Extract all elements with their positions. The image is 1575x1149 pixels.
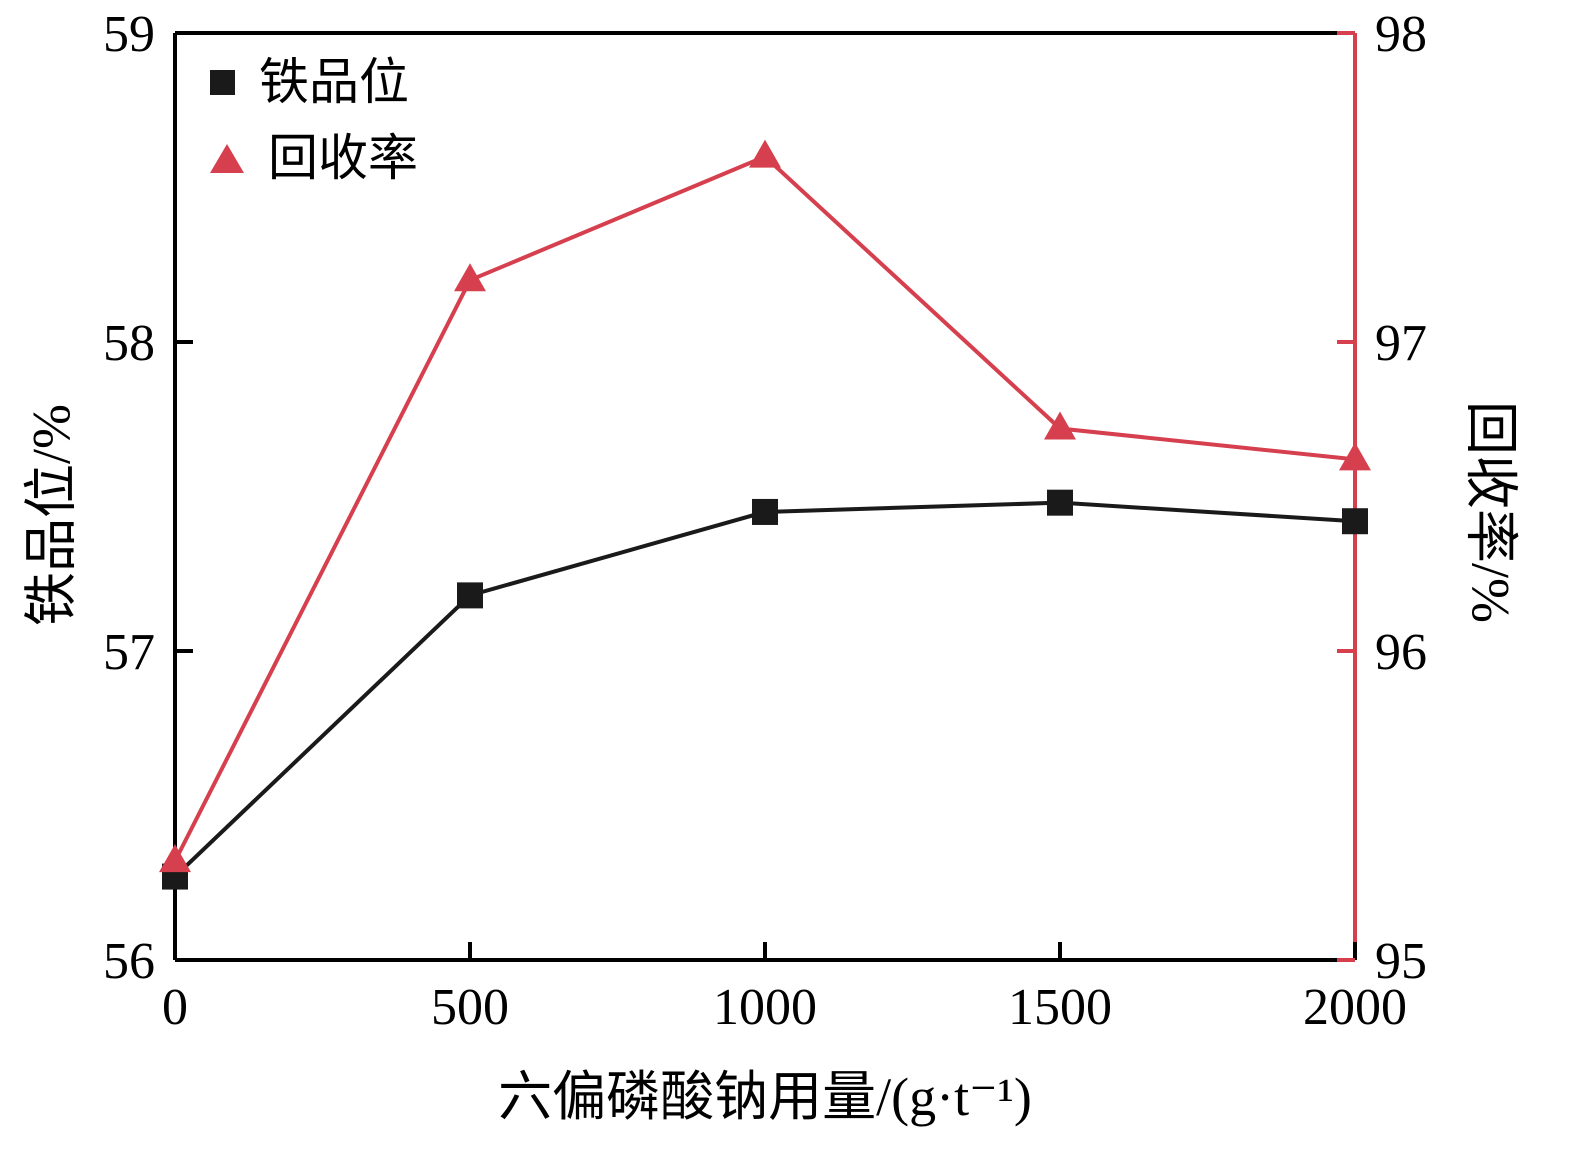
left-y-tick-label: 56	[103, 933, 155, 990]
iron-grade-marker	[752, 498, 778, 525]
x-tick-label: 500	[431, 979, 509, 1036]
x-tick-label: 2000	[1303, 979, 1407, 1036]
legend: 铁品位 回收率	[210, 52, 418, 188]
x-tick-label: 1500	[1008, 979, 1112, 1036]
legend-item-recovery: 回收率	[210, 128, 418, 188]
iron-grade-line	[173, 500, 1356, 879]
recovery-marker	[1339, 442, 1371, 471]
recovery-marker	[454, 263, 486, 292]
left-y-tick-label: 59	[103, 6, 155, 63]
iron-grade-marker	[1047, 489, 1073, 516]
right-y-tick-label: 98	[1375, 6, 1427, 63]
right-y-axis-title: 回收率/%	[1460, 401, 1521, 623]
right-y-tick-label: 95	[1375, 933, 1427, 990]
recovery-marker	[159, 844, 191, 873]
left-y-tick-label: 58	[103, 315, 155, 372]
recovery-marker	[749, 139, 781, 168]
square-marker-icon	[210, 69, 235, 95]
x-axis-title: 六偏磷酸钠用量/(g·t⁻¹)	[498, 1067, 1032, 1127]
recovery-marker	[1044, 411, 1076, 440]
triangle-marker-icon	[210, 143, 244, 173]
x-tick-label: 0	[162, 979, 188, 1036]
legend-label-iron-grade: 铁品位	[259, 54, 409, 110]
legend-item-iron-grade: 铁品位	[210, 52, 418, 112]
left-y-axis-title: 铁品位/%	[21, 404, 82, 626]
left-y-tick-label: 57	[103, 624, 155, 681]
iron-grade-marker	[1342, 508, 1368, 535]
x-tick-label: 1000	[713, 979, 817, 1036]
right-y-tick-label: 97	[1375, 315, 1427, 372]
legend-label-recovery: 回收率	[268, 130, 418, 186]
right-y-tick-label: 96	[1375, 624, 1427, 681]
iron-grade-marker	[457, 582, 483, 609]
